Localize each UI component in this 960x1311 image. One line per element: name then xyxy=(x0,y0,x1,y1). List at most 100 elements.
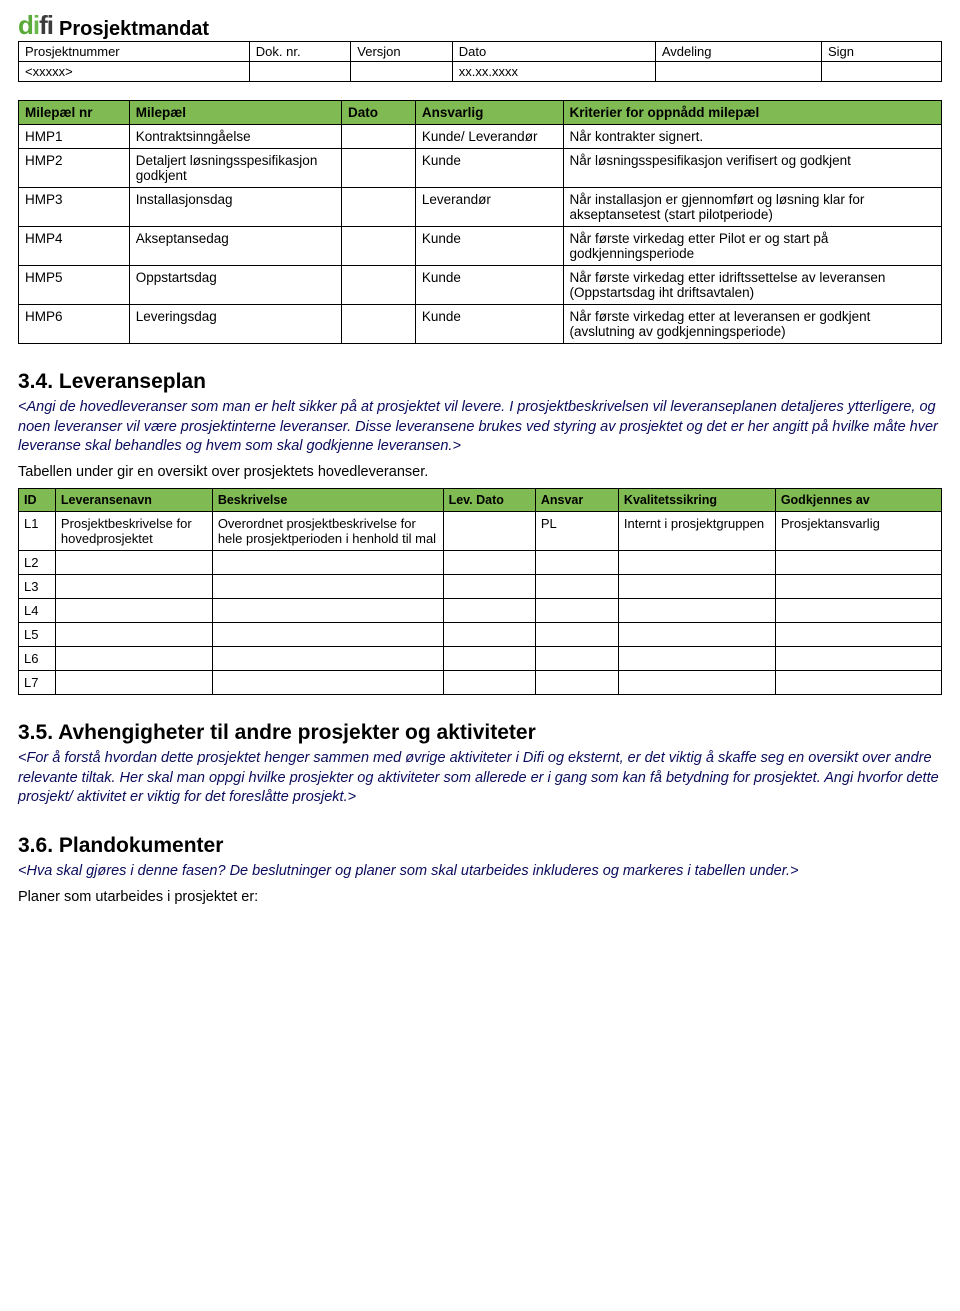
table-cell xyxy=(775,671,941,695)
table-cell xyxy=(535,551,618,575)
table-row: HMP1Kontraktsinngåelse Kunde/ LeverandørN… xyxy=(19,125,942,149)
table-cell: L4 xyxy=(19,599,56,623)
table-cell xyxy=(212,551,443,575)
table-cell: Når løsningsspesifikasjon verifisert og … xyxy=(563,149,941,188)
col-lev-kvalitet: Kvalitetssikring xyxy=(618,489,775,512)
table-cell xyxy=(342,227,416,266)
table-cell xyxy=(342,266,416,305)
label-versjon: Versjon xyxy=(351,42,453,62)
table-cell xyxy=(342,188,416,227)
para-34: <Angi de hovedleveranser som man er helt… xyxy=(18,398,942,457)
table-cell xyxy=(618,551,775,575)
table-cell: L1 xyxy=(19,512,56,551)
col-milepael-nr: Milepæl nr xyxy=(19,101,130,125)
table-cell: Kunde xyxy=(415,149,563,188)
footer-36: Planer som utarbeides i prosjektet er: xyxy=(18,888,942,908)
table-cell: Installasjonsdag xyxy=(129,188,341,227)
doc-title: Prosjektmandat xyxy=(59,18,209,41)
para-35: <For å forstå hvordan dette prosjektet h… xyxy=(18,749,942,808)
table-cell xyxy=(443,551,535,575)
table-cell: Detaljert løsningsspesifikasjon godkjent xyxy=(129,149,341,188)
table-cell xyxy=(55,671,212,695)
table-cell: Kunde xyxy=(415,227,563,266)
value-sign xyxy=(821,62,941,82)
table-cell: Kunde xyxy=(415,305,563,344)
label-sign: Sign xyxy=(821,42,941,62)
table-cell xyxy=(443,575,535,599)
heading-36: 3.6. Plandokumenter xyxy=(18,834,942,858)
table-cell xyxy=(775,599,941,623)
table-cell: Når første virkedag etter Pilot er og st… xyxy=(563,227,941,266)
table-cell xyxy=(775,623,941,647)
table-cell xyxy=(775,575,941,599)
table-row: L6 xyxy=(19,647,942,671)
table-cell xyxy=(55,623,212,647)
table-cell: L6 xyxy=(19,647,56,671)
caption-34: Tabellen under gir en oversikt over pros… xyxy=(18,463,942,483)
table-cell xyxy=(775,551,941,575)
value-versjon xyxy=(351,62,453,82)
table-cell xyxy=(443,623,535,647)
table-cell: L2 xyxy=(19,551,56,575)
heading-35: 3.5. Avhengigheter til andre prosjekter … xyxy=(18,721,942,745)
table-cell xyxy=(618,671,775,695)
table-cell: L3 xyxy=(19,575,56,599)
table-cell xyxy=(55,551,212,575)
table-cell xyxy=(55,647,212,671)
para-36: <Hva skal gjøres i denne fasen? De beslu… xyxy=(18,862,942,882)
table-cell xyxy=(775,647,941,671)
col-lev-id: ID xyxy=(19,489,56,512)
table-cell: Overordnet prosjektbeskrivelse for hele … xyxy=(212,512,443,551)
table-cell: Leverandør xyxy=(415,188,563,227)
table-cell: Kunde/ Leverandør xyxy=(415,125,563,149)
table-cell: HMP1 xyxy=(19,125,130,149)
table-cell xyxy=(535,647,618,671)
value-dato: xx.xx.xxxx xyxy=(452,62,655,82)
table-cell xyxy=(342,305,416,344)
table-cell xyxy=(55,575,212,599)
table-row: HMP3InstallasjonsdagLeverandørNår instal… xyxy=(19,188,942,227)
table-cell: Når kontrakter signert. xyxy=(563,125,941,149)
table-cell xyxy=(212,671,443,695)
table-cell xyxy=(535,599,618,623)
label-avdeling: Avdeling xyxy=(655,42,821,62)
table-cell xyxy=(342,125,416,149)
table-cell xyxy=(618,575,775,599)
table-cell xyxy=(618,623,775,647)
table-row: L5 xyxy=(19,623,942,647)
table-cell xyxy=(212,575,443,599)
table-row: L1Prosjektbeskrivelse for hovedprosjekte… xyxy=(19,512,942,551)
table-row: L2 xyxy=(19,551,942,575)
table-cell: HMP2 xyxy=(19,149,130,188)
table-cell: Internt i prosjektgruppen xyxy=(618,512,775,551)
table-cell: PL xyxy=(535,512,618,551)
value-avdeling xyxy=(655,62,821,82)
col-kriterier: Kriterier for oppnådd milepæl xyxy=(563,101,941,125)
table-cell xyxy=(443,599,535,623)
table-cell: HMP4 xyxy=(19,227,130,266)
col-ansvarlig: Ansvarlig xyxy=(415,101,563,125)
label-dato: Dato xyxy=(452,42,655,62)
label-prosjektnummer: Prosjektnummer xyxy=(19,42,250,62)
table-row: HMP4AkseptansedagKundeNår første virkeda… xyxy=(19,227,942,266)
table-cell xyxy=(618,599,775,623)
table-cell: Oppstartsdag xyxy=(129,266,341,305)
table-cell xyxy=(55,599,212,623)
table-cell: HMP5 xyxy=(19,266,130,305)
milepael-table: Milepæl nr Milepæl Dato Ansvarlig Kriter… xyxy=(18,100,942,344)
col-lev-godkjennes: Godkjennes av xyxy=(775,489,941,512)
table-row: HMP5OppstartsdagKundeNår første virkedag… xyxy=(19,266,942,305)
table-cell xyxy=(535,623,618,647)
label-doknr: Dok. nr. xyxy=(249,42,351,62)
col-lev-besk: Beskrivelse xyxy=(212,489,443,512)
leveranse-table: ID Leveransenavn Beskrivelse Lev. Dato A… xyxy=(18,488,942,695)
table-cell: HMP6 xyxy=(19,305,130,344)
table-cell: Kontraktsinngåelse xyxy=(129,125,341,149)
table-row: HMP6LeveringsdagKundeNår første virkedag… xyxy=(19,305,942,344)
table-cell xyxy=(443,647,535,671)
table-cell: L7 xyxy=(19,671,56,695)
col-dato: Dato xyxy=(342,101,416,125)
table-row: L7 xyxy=(19,671,942,695)
table-cell xyxy=(342,149,416,188)
table-row: HMP2Detaljert løsningsspesifikasjon godk… xyxy=(19,149,942,188)
